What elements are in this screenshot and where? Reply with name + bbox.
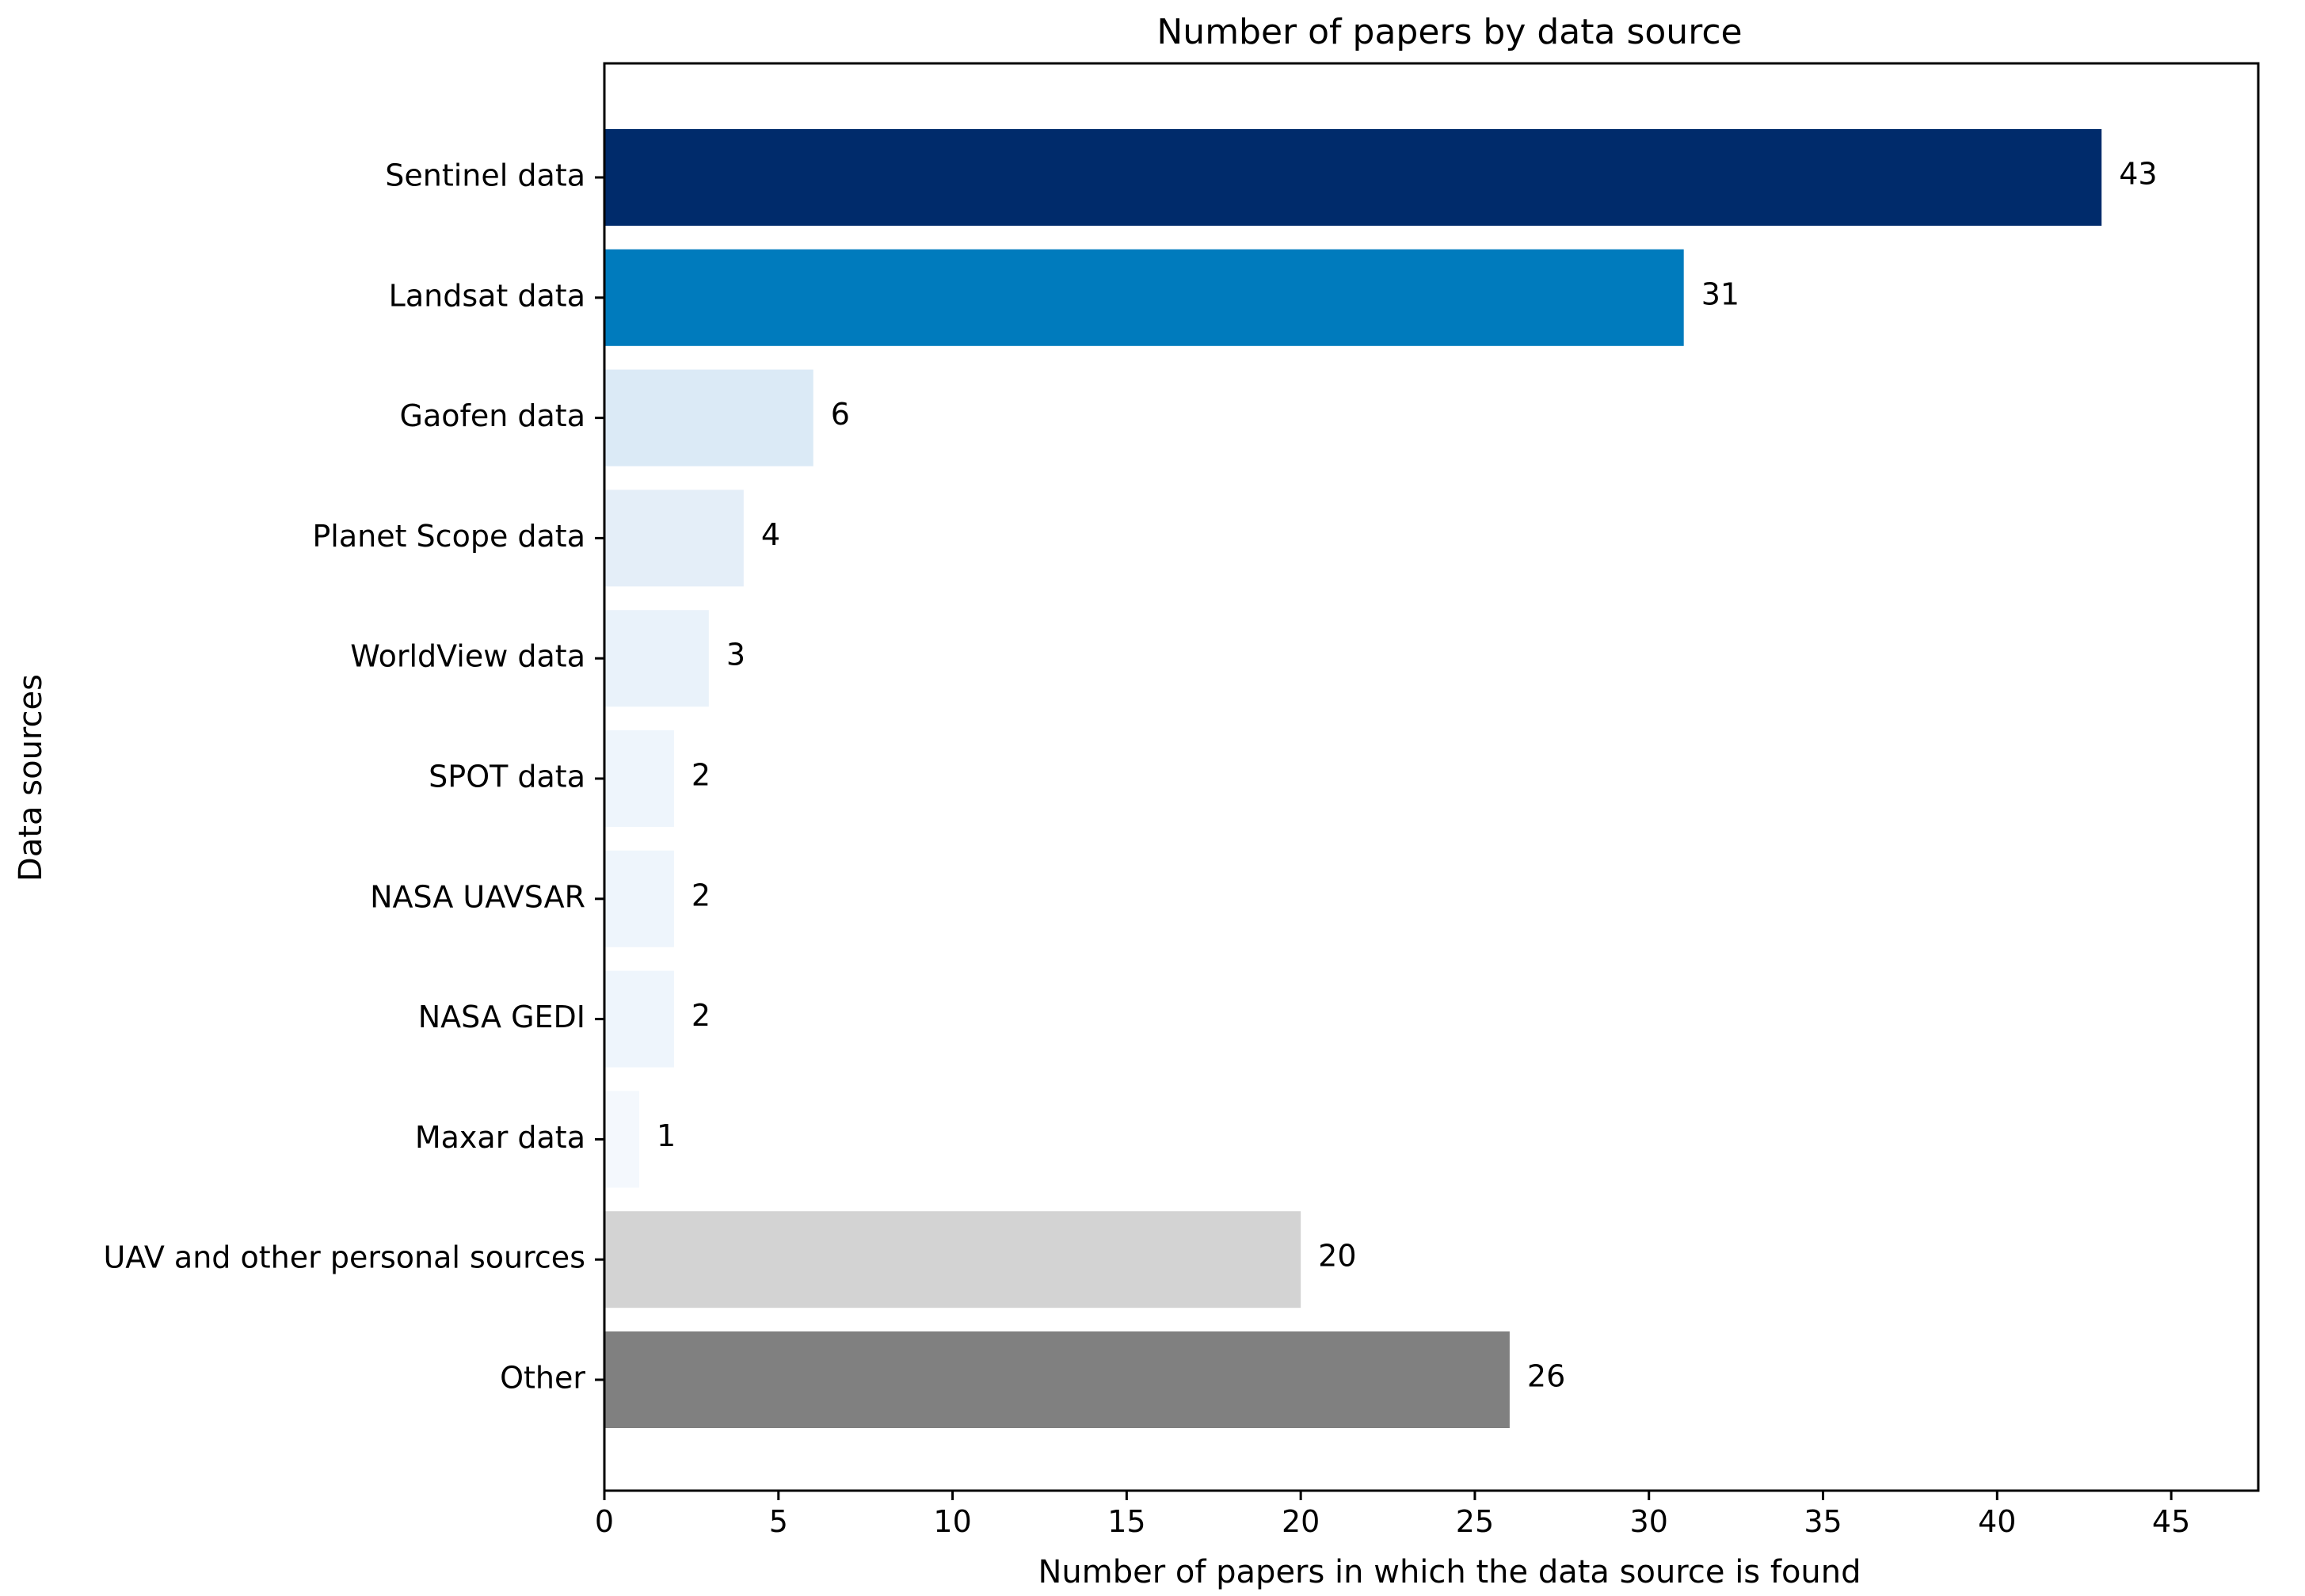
x-tick-label-1: 5 [769,1504,788,1539]
x-tick-label-7: 35 [1804,1504,1842,1539]
x-tick-label-2: 10 [933,1504,971,1539]
value-label-2: 6 [831,397,850,432]
y-tick-label-7: NASA GEDI [418,1000,585,1034]
value-label-10: 26 [1527,1359,1565,1394]
y-axis-label: Data sources [13,674,49,882]
y-tick-label-4: WorldView data [350,639,585,674]
value-label-4: 3 [726,638,745,672]
bars-layer [604,129,2102,1428]
y-ticks-layer: Sentinel data Landsat data Gaofen data Plan… [103,158,604,1396]
bar-9 [604,1211,1301,1308]
bar-8 [604,1091,639,1188]
bar-4 [604,610,709,707]
x-tick-label-0: 0 [595,1504,614,1539]
value-label-3: 4 [761,517,780,552]
y-tick-label-8: Maxar data [415,1120,585,1155]
value-label-7: 2 [692,998,711,1033]
y-tick-label-6: NASA UAVSAR [370,879,585,914]
y-tick-label-0: Sentinel data [385,158,585,193]
value-label-9: 20 [1318,1239,1356,1274]
x-tick-label-4: 20 [1282,1504,1320,1539]
plot-frame [603,62,2260,1492]
y-tick-label-2: Gaofen data [400,398,586,433]
value-label-6: 2 [692,878,711,912]
x-axis-label: Number of papers in which the data sourc… [1038,1554,1861,1590]
y-tick-label-10: Other [500,1361,585,1396]
y-tick-label-3: Planet Scope data [312,519,585,554]
bar-6 [604,850,674,947]
value-label-5: 2 [692,758,711,793]
x-ticks-layer: 0 5 10 15 20 25 30 35 40 45 [595,1491,2190,1539]
bar-2 [604,369,813,467]
y-tick-label-1: Landsat data [389,278,585,313]
x-tick-label-9: 45 [2152,1504,2190,1539]
bar-7 [604,970,674,1068]
x-tick-label-6: 30 [1630,1504,1668,1539]
bar-5 [604,730,674,827]
y-tick-label-9: UAV and other personal sources [103,1240,585,1275]
x-tick-label-5: 25 [1456,1504,1494,1539]
value-label-1: 31 [1701,276,1739,311]
bar-10 [604,1331,1510,1428]
bar-3 [604,489,744,587]
value-label-8: 1 [657,1118,676,1153]
x-tick-label-3: 15 [1107,1504,1145,1539]
chart-title: Number of papers by data source [1156,12,1742,52]
value-label-0: 43 [2119,157,2157,192]
bar-0 [604,129,2102,226]
x-tick-label-8: 40 [1978,1504,2016,1539]
bar-1 [604,249,1684,346]
y-tick-label-5: SPOT data [429,760,585,794]
